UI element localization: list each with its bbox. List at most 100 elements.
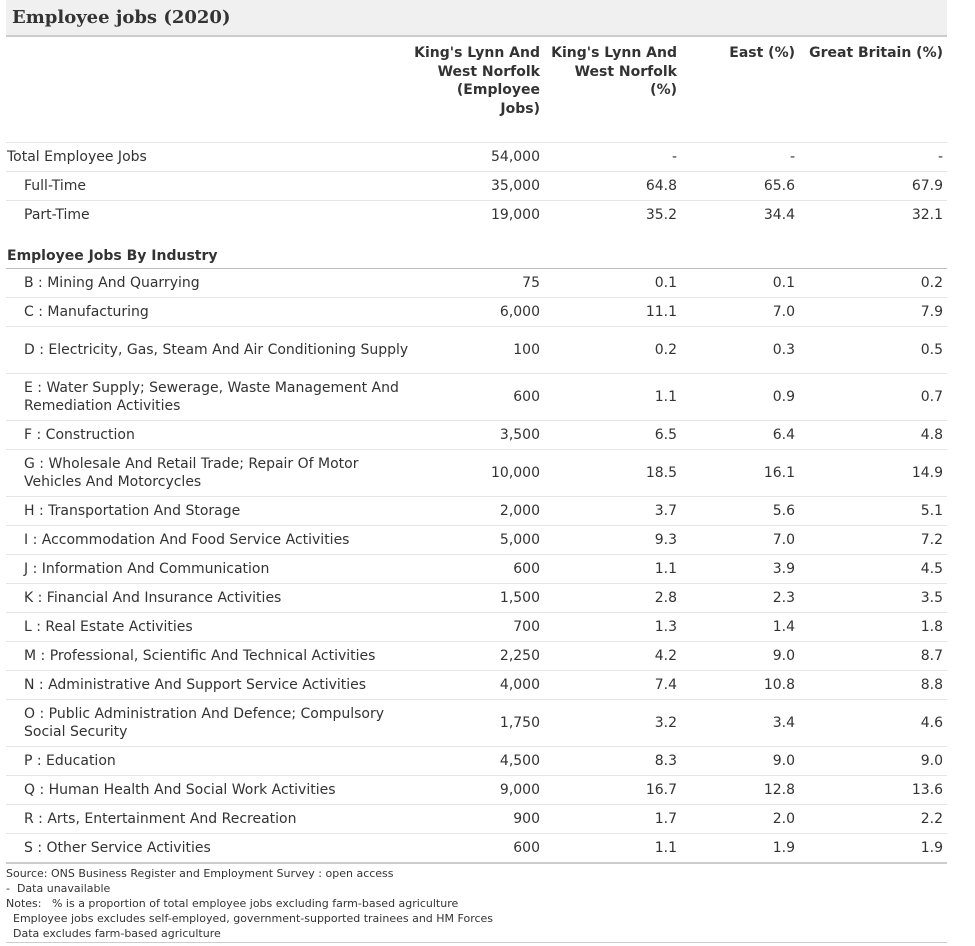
- table-row: S : Other Service Activities 600 1.1 1.9 1.9: [6, 832, 947, 862]
- east-percent-value: 1.4: [681, 611, 799, 641]
- gb-percent-value: 8.7: [799, 640, 947, 670]
- footer-line: Source: ONS Business Register and Employ…: [6, 867, 394, 880]
- table-row: F : Construction 3,500 6.5 6.4 4.8: [6, 419, 947, 449]
- row-label: B : Mining And Quarrying: [6, 267, 413, 297]
- gb-percent-value: 67.9: [799, 171, 947, 201]
- kl-jobs-value: 2,000: [413, 495, 544, 525]
- kl-percent-value: 3.7: [544, 495, 681, 525]
- kl-percent-value: 3.2: [544, 698, 681, 746]
- gb-percent-value: 0.5: [799, 325, 947, 373]
- gb-percent-value: 7.9: [799, 296, 947, 326]
- row-label: Part-Time: [6, 200, 413, 230]
- kl-percent-value: 2.8: [544, 582, 681, 612]
- gb-percent-value: 8.8: [799, 669, 947, 699]
- east-percent-value: 10.8: [681, 669, 799, 699]
- gb-percent-value: 7.2: [799, 524, 947, 554]
- section-row: Employee Jobs By Industry: [6, 229, 947, 269]
- kl-percent-value: 7.4: [544, 669, 681, 699]
- header-kl-percent: King's Lynn And West Norfolk (%): [544, 38, 681, 143]
- kl-percent-value: -: [544, 142, 681, 172]
- east-percent-value: 9.0: [681, 745, 799, 775]
- east-percent-value: 3.4: [681, 698, 799, 746]
- row-label: R : Arts, Entertainment And Recreation: [6, 803, 413, 833]
- kl-percent-value: 16.7: [544, 774, 681, 804]
- kl-jobs-value: 9,000: [413, 774, 544, 804]
- row-label: E : Water Supply; Sewerage, Waste Manage…: [6, 372, 413, 420]
- kl-percent-value: 64.8: [544, 171, 681, 201]
- section-body: Employee Jobs By Industry: [6, 229, 947, 269]
- row-label: Full-Time: [6, 171, 413, 201]
- kl-jobs-value: 4,000: [413, 669, 544, 699]
- row-label: M : Professional, Scientific And Technic…: [6, 640, 413, 670]
- east-percent-value: 5.6: [681, 495, 799, 525]
- gb-percent-value: 32.1: [799, 200, 947, 230]
- east-percent-value: 2.3: [681, 582, 799, 612]
- kl-jobs-value: 600: [413, 372, 544, 420]
- table-row: L : Real Estate Activities 700 1.3 1.4 1.8: [6, 611, 947, 641]
- kl-percent-value: 8.3: [544, 745, 681, 775]
- row-label: H : Transportation And Storage: [6, 495, 413, 525]
- title-bar: Employee jobs (2020): [6, 0, 947, 37]
- kl-jobs-value: 600: [413, 553, 544, 583]
- page-title: Employee jobs (2020): [12, 7, 231, 28]
- header-gb-percent: Great Britain (%): [799, 38, 947, 143]
- kl-jobs-value: 2,250: [413, 640, 544, 670]
- kl-jobs-value: 35,000: [413, 171, 544, 201]
- table-row: D : Electricity, Gas, Steam And Air Cond…: [6, 325, 947, 373]
- east-percent-value: 34.4: [681, 200, 799, 230]
- table-row: R : Arts, Entertainment And Recreation 90…: [6, 803, 947, 833]
- kl-percent-value: 1.3: [544, 611, 681, 641]
- row-label: C : Manufacturing: [6, 296, 413, 326]
- kl-jobs-value: 19,000: [413, 200, 544, 230]
- kl-percent-value: 6.5: [544, 419, 681, 449]
- east-percent-value: 65.6: [681, 171, 799, 201]
- table-row: N : Administrative And Support Service A…: [6, 669, 947, 699]
- kl-percent-value: 0.2: [544, 325, 681, 373]
- kl-jobs-value: 10,000: [413, 448, 544, 496]
- kl-percent-value: 18.5: [544, 448, 681, 496]
- east-percent-value: 0.9: [681, 372, 799, 420]
- east-percent-value: 7.0: [681, 296, 799, 326]
- table-row: Part-Time 19,000 35.2 34.4 32.1: [6, 200, 947, 230]
- gb-percent-value: 2.2: [799, 803, 947, 833]
- east-percent-value: 12.8: [681, 774, 799, 804]
- gb-percent-value: 14.9: [799, 448, 947, 496]
- header-east-percent: East (%): [681, 38, 799, 143]
- kl-percent-value: 1.1: [544, 832, 681, 862]
- table-header-row: King's Lynn And West Norfolk (Employee J…: [6, 38, 947, 143]
- footer-line: Notes: % is a proportion of total employ…: [6, 897, 459, 910]
- employee-jobs-table: King's Lynn And West Norfolk (Employee J…: [6, 38, 947, 862]
- east-percent-value: 6.4: [681, 419, 799, 449]
- row-label: L : Real Estate Activities: [6, 611, 413, 641]
- east-percent-value: 2.0: [681, 803, 799, 833]
- table-row: I : Accommodation And Food Service Activ…: [6, 524, 947, 554]
- footer-line: Employee jobs excludes self-employed, go…: [6, 912, 494, 925]
- kl-percent-value: 9.3: [544, 524, 681, 554]
- kl-jobs-value: 1,500: [413, 582, 544, 612]
- table-row: E : Water Supply; Sewerage, Waste Manage…: [6, 372, 947, 420]
- row-label: P : Education: [6, 745, 413, 775]
- kl-jobs-value: 4,500: [413, 745, 544, 775]
- kl-jobs-value: 3,500: [413, 419, 544, 449]
- summary-body: Total Employee Jobs 54,000- - - Full-Time 35,…: [6, 142, 947, 230]
- kl-jobs-value: 54,000: [413, 142, 544, 172]
- kl-jobs-value: 600: [413, 832, 544, 862]
- table-row: B : Mining And Quarrying 75 0.1 0.1 0.2: [6, 267, 947, 297]
- table-row: J : Information And Communication 600 1.1 3…: [6, 553, 947, 583]
- row-label: Total Employee Jobs: [6, 142, 413, 172]
- east-percent-value: 3.9: [681, 553, 799, 583]
- gb-percent-value: 5.1: [799, 495, 947, 525]
- row-label: Q : Human Health And Social Work Activit…: [6, 774, 413, 804]
- row-label: N : Administrative And Support Service A…: [6, 669, 413, 699]
- table-row: K : Financial And Insurance Activities 1,…: [6, 582, 947, 612]
- gb-percent-value: 4.8: [799, 419, 947, 449]
- row-label: S : Other Service Activities: [6, 832, 413, 862]
- kl-percent-value: 11.1: [544, 296, 681, 326]
- gb-percent-value: 1.9: [799, 832, 947, 862]
- table-row: Full-Time 35,000 64.8 65.6 67.9: [6, 171, 947, 201]
- east-percent-value: 16.1: [681, 448, 799, 496]
- east-percent-value: -: [681, 142, 799, 172]
- table-row: P : Education 4,500 8.3 9.0 9.0: [6, 745, 947, 775]
- kl-jobs-value: 900: [413, 803, 544, 833]
